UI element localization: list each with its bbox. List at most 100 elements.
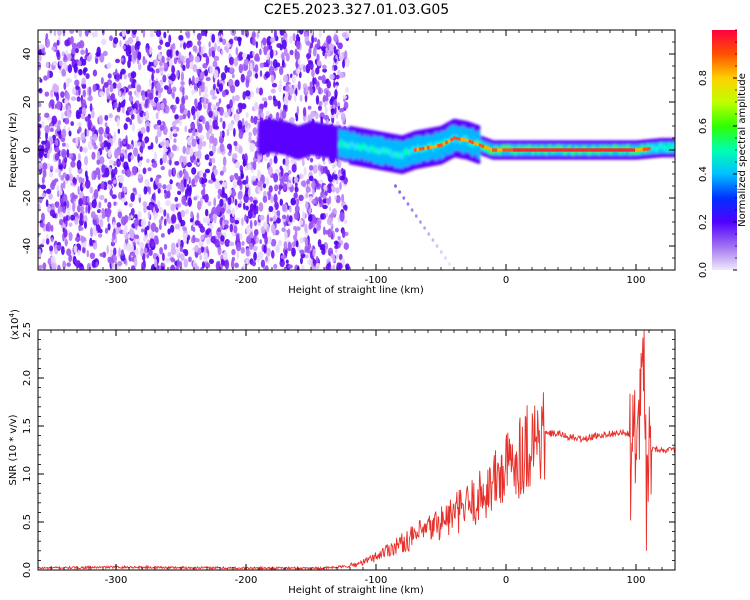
heatmap-cell — [93, 144, 98, 150]
heatmap-cell — [497, 148, 500, 152]
heatmap-cell — [379, 148, 382, 155]
heatmap-cell — [87, 204, 91, 215]
heatmap-cell — [123, 242, 127, 251]
heatmap-cell — [151, 231, 155, 240]
heatmap-cell — [318, 196, 322, 204]
heatmap-cell — [89, 102, 93, 112]
heatmap-cell — [173, 57, 178, 65]
heatmap-cell — [144, 98, 149, 108]
heatmap-cell — [419, 220, 422, 224]
heatmap-cell — [77, 153, 81, 162]
heatmap-cell — [338, 253, 343, 261]
heatmap-cell — [233, 127, 236, 137]
heatmap-cell — [215, 261, 220, 270]
heatmap-cell — [562, 148, 565, 152]
heatmap-cell — [169, 59, 173, 67]
heatmap-cell — [49, 209, 56, 217]
heatmap-cell — [247, 209, 253, 220]
heatmap-cell — [160, 102, 165, 110]
heatmap-cell — [170, 264, 176, 270]
heatmap-cell — [138, 133, 143, 143]
heatmap-cell — [204, 85, 208, 95]
heatmap-cell — [49, 170, 54, 178]
heatmap-cell — [172, 48, 176, 58]
heatmap-cell — [183, 258, 189, 268]
heatmap-cell — [206, 130, 210, 140]
heatmap-cell — [322, 204, 328, 210]
heatmap-cell — [427, 145, 430, 150]
heatmap-cell — [244, 194, 249, 203]
heatmap-cell — [294, 186, 299, 193]
heatmap-cell — [38, 128, 41, 139]
heatmap-cell — [238, 63, 243, 74]
heatmap-cell — [467, 139, 470, 146]
heatmap-cell — [231, 248, 236, 256]
heatmap-cell — [61, 148, 67, 158]
heatmap-cell — [277, 100, 281, 110]
heatmap-cell — [330, 125, 334, 159]
heatmap-cell — [237, 102, 243, 109]
heatmap-cell — [453, 137, 456, 144]
heatmap-cell — [238, 51, 244, 61]
heatmap-cell — [43, 75, 48, 81]
heatmap-cell — [335, 179, 339, 185]
heatmap-cell — [194, 175, 199, 183]
heatmap-cell — [156, 102, 161, 112]
heatmap-cell — [253, 210, 257, 215]
heatmap-cell — [138, 241, 145, 248]
heatmap-cell — [265, 255, 268, 262]
heatmap-cell — [131, 30, 138, 35]
heatmap-cell — [102, 251, 107, 258]
heatmap-cell — [337, 42, 343, 50]
heatmap-cell — [117, 128, 121, 134]
heatmap-cell — [77, 185, 80, 195]
heatmap-cell — [241, 30, 245, 36]
heatmap-cell — [66, 248, 72, 256]
heatmap-cell — [49, 165, 54, 171]
heatmap-cell — [270, 60, 273, 66]
heatmap-cell — [231, 73, 235, 79]
heatmap-cell — [227, 196, 232, 206]
heatmap-cell — [599, 145, 603, 152]
heatmap-cell — [227, 108, 231, 117]
heatmap-cell — [337, 101, 341, 107]
heatmap-cell — [167, 218, 172, 225]
heatmap-cell — [317, 75, 323, 81]
heatmap-cell — [144, 178, 149, 187]
heatmap-cell — [189, 146, 194, 157]
heatmap-cell — [80, 206, 85, 212]
heatmap-cell — [137, 51, 142, 61]
heatmap-cell — [334, 195, 337, 201]
heatmap-cell — [416, 147, 420, 152]
heatmap-cell — [338, 53, 343, 61]
heatmap-cell — [89, 252, 96, 260]
heatmap-cell — [179, 260, 183, 269]
heatmap-cell — [128, 254, 132, 262]
heatmap-cell — [234, 113, 240, 123]
heatmap-cell — [229, 38, 234, 45]
heatmap-cell — [645, 147, 648, 151]
heatmap-cell — [157, 200, 161, 209]
heatmap-cell — [110, 92, 116, 101]
heatmap-cell — [283, 172, 289, 183]
heatmap-cell — [257, 221, 262, 227]
heatmap-cell — [640, 144, 644, 151]
heatmap-cell — [293, 83, 296, 91]
heatmap-cell — [670, 145, 673, 152]
heatmap-cell — [291, 124, 295, 158]
heatmap-cell — [65, 50, 69, 56]
heatmap-cell — [38, 148, 44, 159]
heatmap-cell — [73, 71, 77, 80]
heatmap-cell — [111, 236, 115, 244]
heatmap-cell — [243, 58, 249, 66]
heatmap-cell — [219, 143, 225, 153]
heatmap-cell — [277, 190, 281, 195]
heatmap-cell — [175, 203, 180, 208]
heatmap-cell — [125, 117, 131, 123]
heatmap-cell — [154, 258, 158, 268]
heatmap-cell — [251, 37, 256, 46]
heatmap-cell — [240, 246, 245, 254]
heatmap-cell — [294, 205, 300, 213]
heatmap-cell — [123, 186, 128, 194]
heatmap-cell — [163, 218, 167, 227]
